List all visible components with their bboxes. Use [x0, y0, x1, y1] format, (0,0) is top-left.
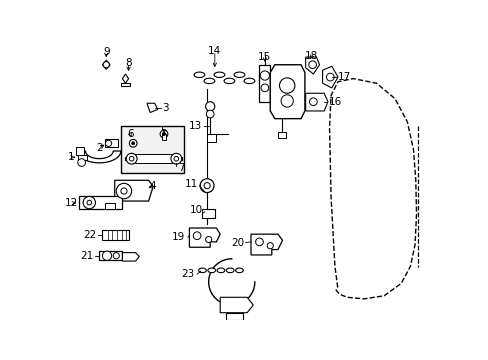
Circle shape: [113, 253, 119, 259]
Text: 14: 14: [208, 46, 221, 56]
Bar: [207, 134, 216, 142]
Ellipse shape: [203, 78, 214, 84]
Polygon shape: [189, 228, 220, 247]
Circle shape: [279, 78, 294, 93]
Ellipse shape: [198, 268, 206, 273]
Polygon shape: [78, 155, 87, 160]
Circle shape: [105, 140, 111, 147]
Text: 20: 20: [230, 238, 244, 248]
Text: 23: 23: [181, 269, 194, 279]
Polygon shape: [121, 83, 130, 86]
Circle shape: [205, 102, 214, 111]
Circle shape: [326, 73, 333, 81]
Text: 10: 10: [190, 205, 203, 215]
Polygon shape: [250, 234, 282, 255]
Text: 17: 17: [337, 72, 350, 82]
Polygon shape: [305, 57, 319, 74]
Ellipse shape: [234, 72, 244, 77]
Circle shape: [200, 179, 214, 193]
Circle shape: [103, 62, 109, 68]
Circle shape: [171, 153, 182, 164]
Polygon shape: [104, 203, 115, 209]
Circle shape: [281, 95, 293, 107]
Polygon shape: [78, 151, 121, 163]
Text: 5: 5: [161, 126, 167, 136]
Circle shape: [116, 183, 131, 199]
Ellipse shape: [235, 268, 243, 273]
Circle shape: [206, 110, 214, 118]
Circle shape: [203, 183, 210, 189]
Ellipse shape: [244, 78, 254, 84]
Ellipse shape: [207, 268, 215, 273]
Text: 7: 7: [178, 163, 184, 173]
Circle shape: [255, 238, 263, 246]
Circle shape: [83, 197, 95, 209]
Ellipse shape: [194, 72, 204, 77]
Bar: [121, 126, 183, 172]
Circle shape: [126, 153, 137, 164]
Text: 4: 4: [150, 181, 156, 192]
Text: 3: 3: [162, 103, 169, 113]
Ellipse shape: [226, 268, 234, 273]
Polygon shape: [122, 253, 139, 261]
Circle shape: [78, 159, 85, 166]
Bar: [162, 134, 166, 140]
Polygon shape: [99, 251, 122, 260]
Polygon shape: [76, 147, 84, 155]
Circle shape: [129, 139, 137, 147]
Circle shape: [261, 84, 268, 92]
Polygon shape: [79, 195, 122, 209]
Polygon shape: [225, 313, 243, 320]
Text: 18: 18: [305, 51, 318, 61]
Polygon shape: [122, 74, 128, 83]
Text: 2: 2: [96, 143, 102, 153]
Text: 8: 8: [125, 58, 132, 68]
Text: 15: 15: [258, 52, 271, 62]
Text: 19: 19: [172, 232, 185, 242]
Bar: [277, 132, 285, 138]
Circle shape: [266, 243, 273, 249]
Bar: [102, 230, 129, 240]
Polygon shape: [220, 297, 253, 313]
Bar: [259, 65, 270, 102]
Circle shape: [131, 142, 135, 145]
Circle shape: [162, 132, 165, 136]
Ellipse shape: [214, 72, 224, 77]
Circle shape: [174, 156, 178, 161]
Text: 16: 16: [328, 97, 341, 107]
Circle shape: [193, 232, 201, 239]
Polygon shape: [115, 180, 153, 201]
Polygon shape: [104, 139, 118, 147]
Text: 6: 6: [126, 129, 133, 139]
Text: 21: 21: [80, 251, 93, 261]
Bar: [202, 209, 214, 218]
Circle shape: [260, 71, 269, 80]
Circle shape: [308, 61, 316, 69]
Text: 13: 13: [189, 121, 202, 131]
Ellipse shape: [224, 78, 234, 84]
Circle shape: [160, 130, 167, 138]
Polygon shape: [135, 154, 172, 163]
Text: 22: 22: [83, 230, 96, 240]
Text: 12: 12: [65, 198, 78, 208]
Text: 9: 9: [102, 48, 109, 58]
Polygon shape: [102, 60, 110, 69]
Text: 1: 1: [68, 152, 75, 162]
Ellipse shape: [217, 268, 224, 273]
Polygon shape: [147, 103, 158, 112]
Text: 11: 11: [184, 179, 198, 189]
Circle shape: [102, 251, 111, 260]
Circle shape: [121, 188, 127, 194]
Circle shape: [309, 98, 317, 105]
Circle shape: [205, 237, 211, 243]
Polygon shape: [270, 65, 305, 119]
Polygon shape: [125, 157, 182, 160]
Polygon shape: [305, 93, 327, 111]
Polygon shape: [322, 66, 337, 88]
Circle shape: [129, 156, 134, 161]
Circle shape: [87, 200, 91, 205]
